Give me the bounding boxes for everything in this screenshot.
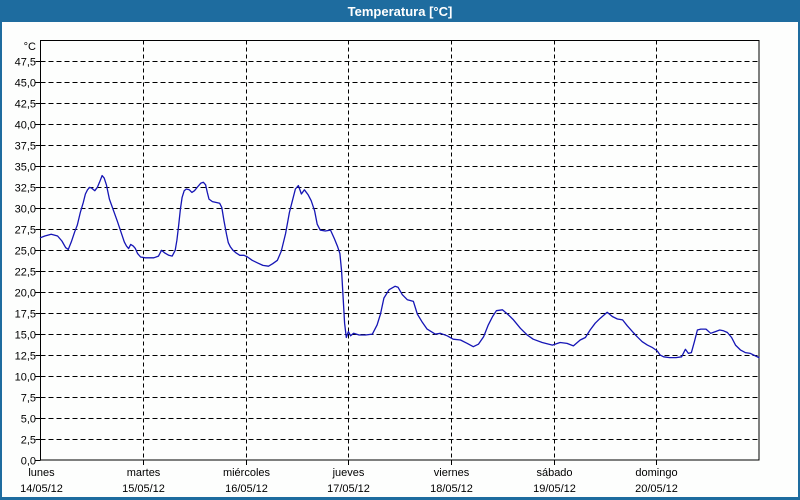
y-tick-label: 17,5 — [15, 309, 36, 321]
temperature-line-chart: 0,0 2,5 5,0 7,5 10,0 12,5 15,0 17,5 20,0 22,5 25,0… — [15, 40, 760, 495]
y-tick-label: 2,5 — [21, 435, 36, 447]
day-name-label: domingo — [635, 467, 677, 479]
y-tick-label: 7,5 — [21, 393, 36, 405]
day-name-label: martes — [127, 467, 161, 479]
y-tick-label: 35,0 — [15, 162, 36, 174]
day-date-label: 17/05/12 — [327, 483, 370, 495]
day-date-label: 16/05/12 — [225, 483, 268, 495]
y-tick-label: 5,0 — [21, 414, 36, 426]
temperature-series-line — [39, 174, 760, 359]
chart-panel: 0,0 2,5 5,0 7,5 10,0 12,5 15,0 17,5 20,0 22,5 25,0… — [2, 22, 798, 497]
y-tick-label: 30,0 — [15, 204, 36, 216]
day-name-label: jueves — [332, 467, 365, 479]
window-title-bar[interactable]: Temperatura [°C] — [2, 0, 798, 22]
y-tick-label: 0,0 — [21, 456, 36, 468]
y-tick-label: 20,0 — [15, 288, 36, 300]
day-name-label: miércoles — [223, 467, 271, 479]
window-title: Temperatura [°C] — [347, 3, 453, 19]
day-date-label: 20/05/12 — [635, 483, 678, 495]
day-date-label: 15/05/12 — [122, 483, 165, 495]
day-name-label: sábado — [536, 467, 572, 479]
y-tick-label: 22,5 — [15, 267, 36, 279]
y-tick-label: 27,5 — [15, 225, 36, 237]
day-date-label: 19/05/12 — [533, 483, 576, 495]
y-tick-label: 25,0 — [15, 246, 36, 258]
plot-frame — [40, 40, 760, 461]
y-tick-label: 12,5 — [15, 351, 36, 363]
y-tick-label: 42,5 — [15, 99, 36, 111]
y-axis-unit-label: °C — [24, 41, 36, 53]
y-tick-label: 47,5 — [15, 57, 36, 69]
day-date-label: 14/05/12 — [20, 483, 63, 495]
day-name-label: viernes — [434, 467, 470, 479]
y-tick-label: 32,5 — [15, 183, 36, 195]
y-tick-label: 37,5 — [15, 141, 36, 153]
day-date-label: 18/05/12 — [430, 483, 473, 495]
day-name-label: lunes — [28, 467, 55, 479]
y-tick-label: 15,0 — [15, 330, 36, 342]
y-tick-label: 40,0 — [15, 120, 36, 132]
y-tick-label: 45,0 — [15, 78, 36, 90]
y-tick-label: 10,0 — [15, 372, 36, 384]
